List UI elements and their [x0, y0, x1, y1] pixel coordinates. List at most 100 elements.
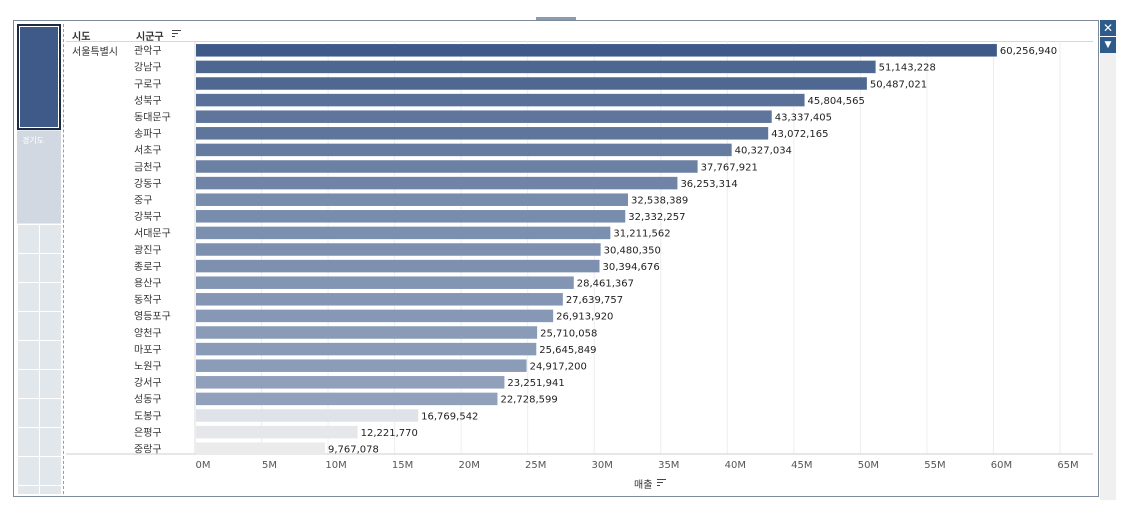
- category-label: 성북구: [134, 95, 162, 107]
- bar-도봉구: [196, 409, 419, 422]
- category-label: 광진구: [134, 244, 162, 256]
- category-label: 마포구: [134, 344, 162, 356]
- bar-광진구: [196, 243, 601, 256]
- x-tick-label: 25M: [525, 460, 546, 471]
- data-label: 28,461,367: [577, 278, 634, 289]
- data-label: 51,143,228: [879, 63, 936, 74]
- header-sigungu[interactable]: 시군구: [136, 32, 164, 43]
- vertical-scrollbar[interactable]: [1100, 38, 1116, 500]
- category-label: 구로구: [134, 79, 162, 90]
- data-label: 43,337,405: [775, 112, 832, 123]
- data-label: 32,332,257: [628, 212, 685, 223]
- x-tick-label: 5M: [262, 460, 277, 471]
- bar-마포구: [196, 342, 537, 356]
- x-tick-label: 65M: [1057, 460, 1078, 471]
- x-tick-label: 30M: [592, 460, 613, 471]
- bar-성동구: [196, 392, 498, 406]
- data-label: 26,913,920: [556, 312, 613, 323]
- category-label: 용산구: [134, 277, 162, 289]
- data-label: 40,327,034: [735, 146, 792, 157]
- x-tick-label: 15M: [392, 460, 413, 471]
- x-tick-label: 55M: [924, 460, 945, 471]
- bar-강남구: [196, 60, 876, 74]
- data-label: 37,767,921: [701, 162, 758, 173]
- bar-중랑구: [196, 442, 325, 455]
- minimap-gyeonggi-tile[interactable]: [17, 131, 61, 223]
- category-label: 동대문구: [134, 111, 171, 123]
- sort-icon[interactable]: [172, 30, 181, 38]
- data-label: 30,480,350: [604, 245, 661, 256]
- category-label: 금천구: [134, 161, 162, 173]
- bar-금천구: [196, 160, 698, 173]
- x-tick-label: 20M: [458, 460, 479, 471]
- category-label: 종로구: [134, 261, 162, 273]
- minimap-seoul-tile[interactable]: [17, 24, 61, 130]
- data-label: 25,710,058: [540, 328, 597, 339]
- data-label: 24,917,200: [530, 361, 587, 372]
- category-label: 노원구: [134, 360, 162, 372]
- x-tick-label: 40M: [725, 460, 746, 471]
- data-label: 25,645,849: [539, 345, 596, 356]
- category-label: 강서구: [134, 377, 162, 389]
- bar-서초구: [196, 143, 732, 157]
- category-label: 동작구: [134, 294, 162, 306]
- category-label: 중구: [134, 194, 152, 206]
- data-label: 36,253,314: [680, 179, 737, 190]
- category-label: 강동구: [134, 178, 162, 190]
- top-drag-handle[interactable]: [536, 17, 576, 20]
- data-label: 50,487,021: [870, 79, 927, 90]
- data-label: 60,256,940: [1000, 46, 1057, 57]
- header-sido[interactable]: 시도: [72, 32, 91, 43]
- bar-동작구: [196, 293, 563, 306]
- minimap-seoul-highlight: [19, 26, 59, 128]
- bar-구로구: [196, 77, 867, 90]
- category-label: 강북구: [134, 211, 162, 223]
- bar-용산구: [196, 276, 574, 289]
- x-tick-label: 60M: [991, 460, 1012, 471]
- bar-종로구: [196, 259, 600, 273]
- data-label: 32,538,389: [631, 195, 688, 206]
- category-label: 은평구: [134, 427, 162, 439]
- minimap-gyeonggi-label: 경기도: [22, 136, 45, 145]
- bar-동대문구: [196, 110, 772, 123]
- x-tick-label: 35M: [658, 460, 679, 471]
- data-label: 31,211,562: [613, 229, 670, 240]
- x-axis-sort-icon[interactable]: [657, 479, 666, 487]
- category-label: 서대문구: [134, 228, 171, 240]
- bar-송파구: [196, 127, 769, 140]
- chevron-down-icon[interactable]: ▼: [1100, 37, 1116, 53]
- bar-은평구: [196, 425, 358, 439]
- bar-영등포구: [196, 309, 554, 323]
- data-label: 45,804,565: [808, 96, 865, 107]
- bar-서대문구: [196, 226, 611, 240]
- bar-강북구: [196, 210, 626, 223]
- minimap-divider: [63, 24, 64, 494]
- category-label: 성동구: [134, 394, 162, 406]
- category-label: 강남구: [134, 62, 162, 74]
- data-label: 16,769,542: [421, 411, 478, 422]
- data-label: 22,728,599: [500, 395, 557, 406]
- close-icon[interactable]: ✕: [1100, 20, 1116, 36]
- bar-양천구: [196, 326, 538, 339]
- category-label: 중랑구: [134, 443, 162, 455]
- category-label: 송파구: [134, 128, 162, 140]
- data-label: 43,072,165: [771, 129, 828, 140]
- data-label: 30,394,676: [602, 262, 659, 273]
- x-tick-label: 50M: [858, 460, 879, 471]
- header-divider: [66, 41, 1093, 42]
- bar-중구: [196, 193, 629, 206]
- category-label: 도봉구: [134, 410, 162, 422]
- x-tick-label: 0M: [196, 460, 211, 471]
- data-label: 12,221,770: [361, 428, 418, 439]
- sido-label: 서울특별시: [72, 47, 118, 58]
- data-label: 9,767,078: [328, 444, 379, 455]
- minimap-grid: [17, 224, 61, 494]
- category-label: 관악구: [134, 45, 162, 57]
- data-label: 27,639,757: [566, 295, 623, 306]
- bar-강동구: [196, 176, 678, 190]
- bar-노원구: [196, 359, 527, 372]
- x-tick-label: 10M: [325, 460, 346, 471]
- category-label: 양천구: [134, 327, 162, 339]
- x-axis-title: 매출: [634, 480, 653, 491]
